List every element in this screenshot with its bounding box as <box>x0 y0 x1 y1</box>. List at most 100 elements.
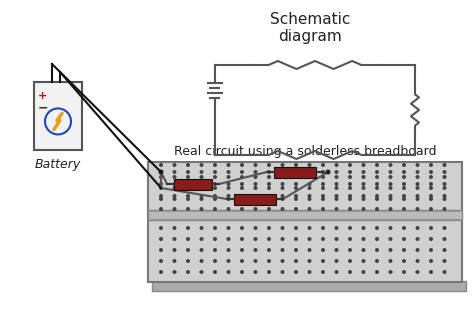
Circle shape <box>322 176 324 178</box>
Circle shape <box>430 198 432 200</box>
Circle shape <box>326 170 330 174</box>
Circle shape <box>241 208 243 210</box>
Circle shape <box>187 208 189 210</box>
Circle shape <box>187 227 189 229</box>
Circle shape <box>349 260 351 262</box>
Circle shape <box>430 227 432 229</box>
Circle shape <box>268 271 270 273</box>
Circle shape <box>322 171 324 173</box>
Bar <box>152 281 466 291</box>
Text: Battery: Battery <box>35 158 81 171</box>
Circle shape <box>389 249 392 251</box>
Circle shape <box>241 198 243 200</box>
Circle shape <box>281 171 284 173</box>
Circle shape <box>430 208 432 210</box>
Circle shape <box>416 227 419 229</box>
Circle shape <box>200 271 203 273</box>
Circle shape <box>376 271 378 273</box>
Circle shape <box>335 164 338 166</box>
Circle shape <box>430 271 432 273</box>
Circle shape <box>173 198 176 200</box>
Circle shape <box>362 208 365 210</box>
Circle shape <box>416 171 419 173</box>
Circle shape <box>403 260 405 262</box>
Circle shape <box>160 198 162 200</box>
Circle shape <box>200 171 203 173</box>
Circle shape <box>254 187 257 189</box>
Circle shape <box>214 271 216 273</box>
Circle shape <box>173 227 176 229</box>
Circle shape <box>443 164 446 166</box>
Circle shape <box>254 171 257 173</box>
Circle shape <box>227 208 230 210</box>
Circle shape <box>281 238 284 240</box>
Circle shape <box>376 208 378 210</box>
Circle shape <box>362 198 365 200</box>
Circle shape <box>173 171 176 173</box>
Circle shape <box>200 198 203 200</box>
Circle shape <box>322 164 324 166</box>
Circle shape <box>362 183 365 185</box>
Circle shape <box>443 208 446 210</box>
Circle shape <box>187 271 189 273</box>
Circle shape <box>268 249 270 251</box>
Circle shape <box>160 271 162 273</box>
Circle shape <box>443 171 446 173</box>
Circle shape <box>254 195 257 197</box>
Circle shape <box>241 227 243 229</box>
Circle shape <box>187 195 189 197</box>
Circle shape <box>349 227 351 229</box>
Circle shape <box>349 271 351 273</box>
Circle shape <box>443 183 446 185</box>
Circle shape <box>254 164 257 166</box>
Circle shape <box>403 187 405 189</box>
Circle shape <box>443 238 446 240</box>
Circle shape <box>430 260 432 262</box>
Circle shape <box>443 271 446 273</box>
Circle shape <box>349 238 351 240</box>
Circle shape <box>214 187 216 189</box>
Circle shape <box>349 171 351 173</box>
Circle shape <box>389 198 392 200</box>
Circle shape <box>295 227 297 229</box>
Circle shape <box>227 176 230 178</box>
Circle shape <box>281 249 284 251</box>
Circle shape <box>349 198 351 200</box>
Circle shape <box>389 227 392 229</box>
Circle shape <box>376 198 378 200</box>
Circle shape <box>376 260 378 262</box>
Circle shape <box>308 260 311 262</box>
Circle shape <box>416 176 419 178</box>
Circle shape <box>295 187 297 189</box>
Circle shape <box>241 238 243 240</box>
Circle shape <box>281 227 284 229</box>
Circle shape <box>187 198 189 200</box>
Bar <box>174 179 212 189</box>
Circle shape <box>430 171 432 173</box>
Circle shape <box>160 195 162 197</box>
Circle shape <box>281 208 284 210</box>
Circle shape <box>335 195 338 197</box>
Circle shape <box>227 238 230 240</box>
Circle shape <box>416 195 419 197</box>
Circle shape <box>295 238 297 240</box>
Circle shape <box>389 183 392 185</box>
Circle shape <box>214 183 216 185</box>
Circle shape <box>200 208 203 210</box>
Circle shape <box>416 271 419 273</box>
Circle shape <box>187 249 189 251</box>
Circle shape <box>389 164 392 166</box>
Circle shape <box>389 238 392 240</box>
Circle shape <box>403 208 405 210</box>
Circle shape <box>200 238 203 240</box>
Circle shape <box>214 171 216 173</box>
Circle shape <box>241 249 243 251</box>
Circle shape <box>160 171 162 173</box>
Circle shape <box>241 195 243 197</box>
Circle shape <box>173 208 176 210</box>
Circle shape <box>416 208 419 210</box>
Circle shape <box>173 187 176 189</box>
Circle shape <box>322 260 324 262</box>
Circle shape <box>241 183 243 185</box>
Circle shape <box>200 176 203 178</box>
